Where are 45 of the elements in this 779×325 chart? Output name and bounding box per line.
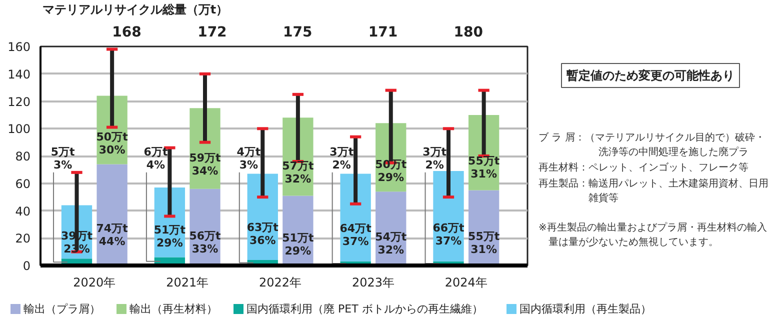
legend-label: 輸出（プラ屑） (24, 302, 100, 316)
text: 再生製品：輸送用パレット、土木建築用資材、日用雑貨等 (538, 178, 768, 204)
y-tick-label: 140 (8, 67, 30, 82)
y-tick-label: 20 (15, 232, 31, 246)
data-label: 59万t 34% (189, 152, 221, 178)
data-label: 3万t 2% (330, 146, 354, 172)
data-label: 54万t 32% (375, 230, 407, 256)
data-label: 4万t 3% (236, 146, 261, 172)
legend-label: 国内循環利用（再生製品） (520, 302, 652, 316)
x-tick-label: 2020年 (73, 276, 116, 290)
data-label: 57万t 32% (282, 159, 314, 186)
data-label: 5万t 3% (50, 146, 75, 172)
bar (433, 171, 464, 262)
data-label: 56万t 33% (189, 230, 221, 256)
y-axis-title: マテリアルリサイクル総量（万t） (42, 2, 228, 16)
data-label: 74万t 44% (96, 222, 128, 248)
text: 180 (454, 24, 484, 41)
legend-label: 輸出（再生材料） (130, 302, 218, 316)
data-label: 66万t 37% (432, 221, 464, 248)
text: 再生材料：ペレット、インゴット、フレーク等 (538, 162, 748, 174)
legend-label: 国内循環利用（廃 PET ボトルからの再生繊維） (246, 302, 483, 316)
text: 175 (282, 24, 312, 41)
text: ブ ラ 屑：（マテリアルリサイクル目的で）破砕・洗浄等の中間処理を施した廃プラ (538, 132, 765, 158)
y-tick-label: 80 (15, 150, 31, 164)
y-tick-label: 100 (8, 122, 30, 136)
y-tick-label: 160 (8, 40, 30, 54)
data-label: 6万t 4% (144, 146, 168, 172)
text: ※再生製品の輸出量およびプラ屑・再生材料の輸入量は量が少ないため無視しています。 (538, 222, 767, 248)
data-label: 55万t 31% (468, 230, 500, 256)
x-tick-label: 2024年 (444, 276, 488, 290)
y-tick-label: 120 (8, 94, 30, 109)
text: 171 (368, 24, 398, 41)
bar (96, 164, 128, 266)
data-label: 55万t 31% (468, 154, 500, 181)
x-tick-label: 2022年 (259, 276, 302, 290)
x-tick-label: 2023年 (352, 276, 394, 290)
y-tick-label: 40 (15, 204, 31, 218)
x-tick-label: 2021年 (166, 276, 209, 290)
data-label: 51万t 29% (282, 232, 314, 258)
y-tick-label: 0 (22, 259, 31, 273)
data-label: 3万t 2% (422, 146, 447, 172)
y-tick-label: 60 (15, 176, 31, 191)
text: 暫定値のため変更の可能性あり (566, 68, 734, 82)
text: 168 (112, 24, 142, 41)
text: 172 (198, 24, 227, 41)
